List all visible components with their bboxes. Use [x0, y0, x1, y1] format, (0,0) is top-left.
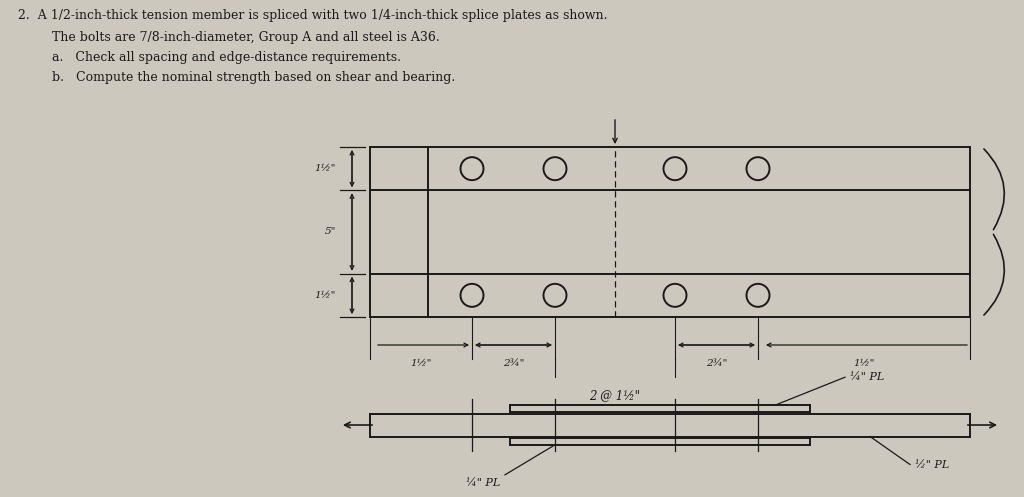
Text: b.   Compute the nominal strength based on shear and bearing.: b. Compute the nominal strength based on…: [52, 71, 456, 84]
Text: 2 @ 1½": 2 @ 1½": [590, 389, 640, 402]
Text: 2¾": 2¾": [706, 359, 727, 368]
Text: a.   Check all spacing and edge-distance requirements.: a. Check all spacing and edge-distance r…: [52, 51, 401, 64]
Text: ¼" PL: ¼" PL: [850, 372, 885, 382]
Text: The bolts are 7/8-inch-diameter, Group A and all steel is A36.: The bolts are 7/8-inch-diameter, Group A…: [52, 31, 439, 44]
Text: 5": 5": [325, 228, 336, 237]
Text: ½" PL: ½" PL: [915, 460, 949, 470]
Text: 2¾": 2¾": [503, 359, 524, 368]
Text: ¼" PL: ¼" PL: [466, 478, 500, 488]
Text: 1½": 1½": [314, 291, 336, 300]
Text: 1½": 1½": [314, 164, 336, 173]
Text: 2.  A 1/2-inch-thick tension member is spliced with two 1/4-inch-thick splice pl: 2. A 1/2-inch-thick tension member is sp…: [18, 9, 607, 22]
Text: 1½": 1½": [411, 359, 432, 368]
Text: 1½": 1½": [853, 359, 874, 368]
